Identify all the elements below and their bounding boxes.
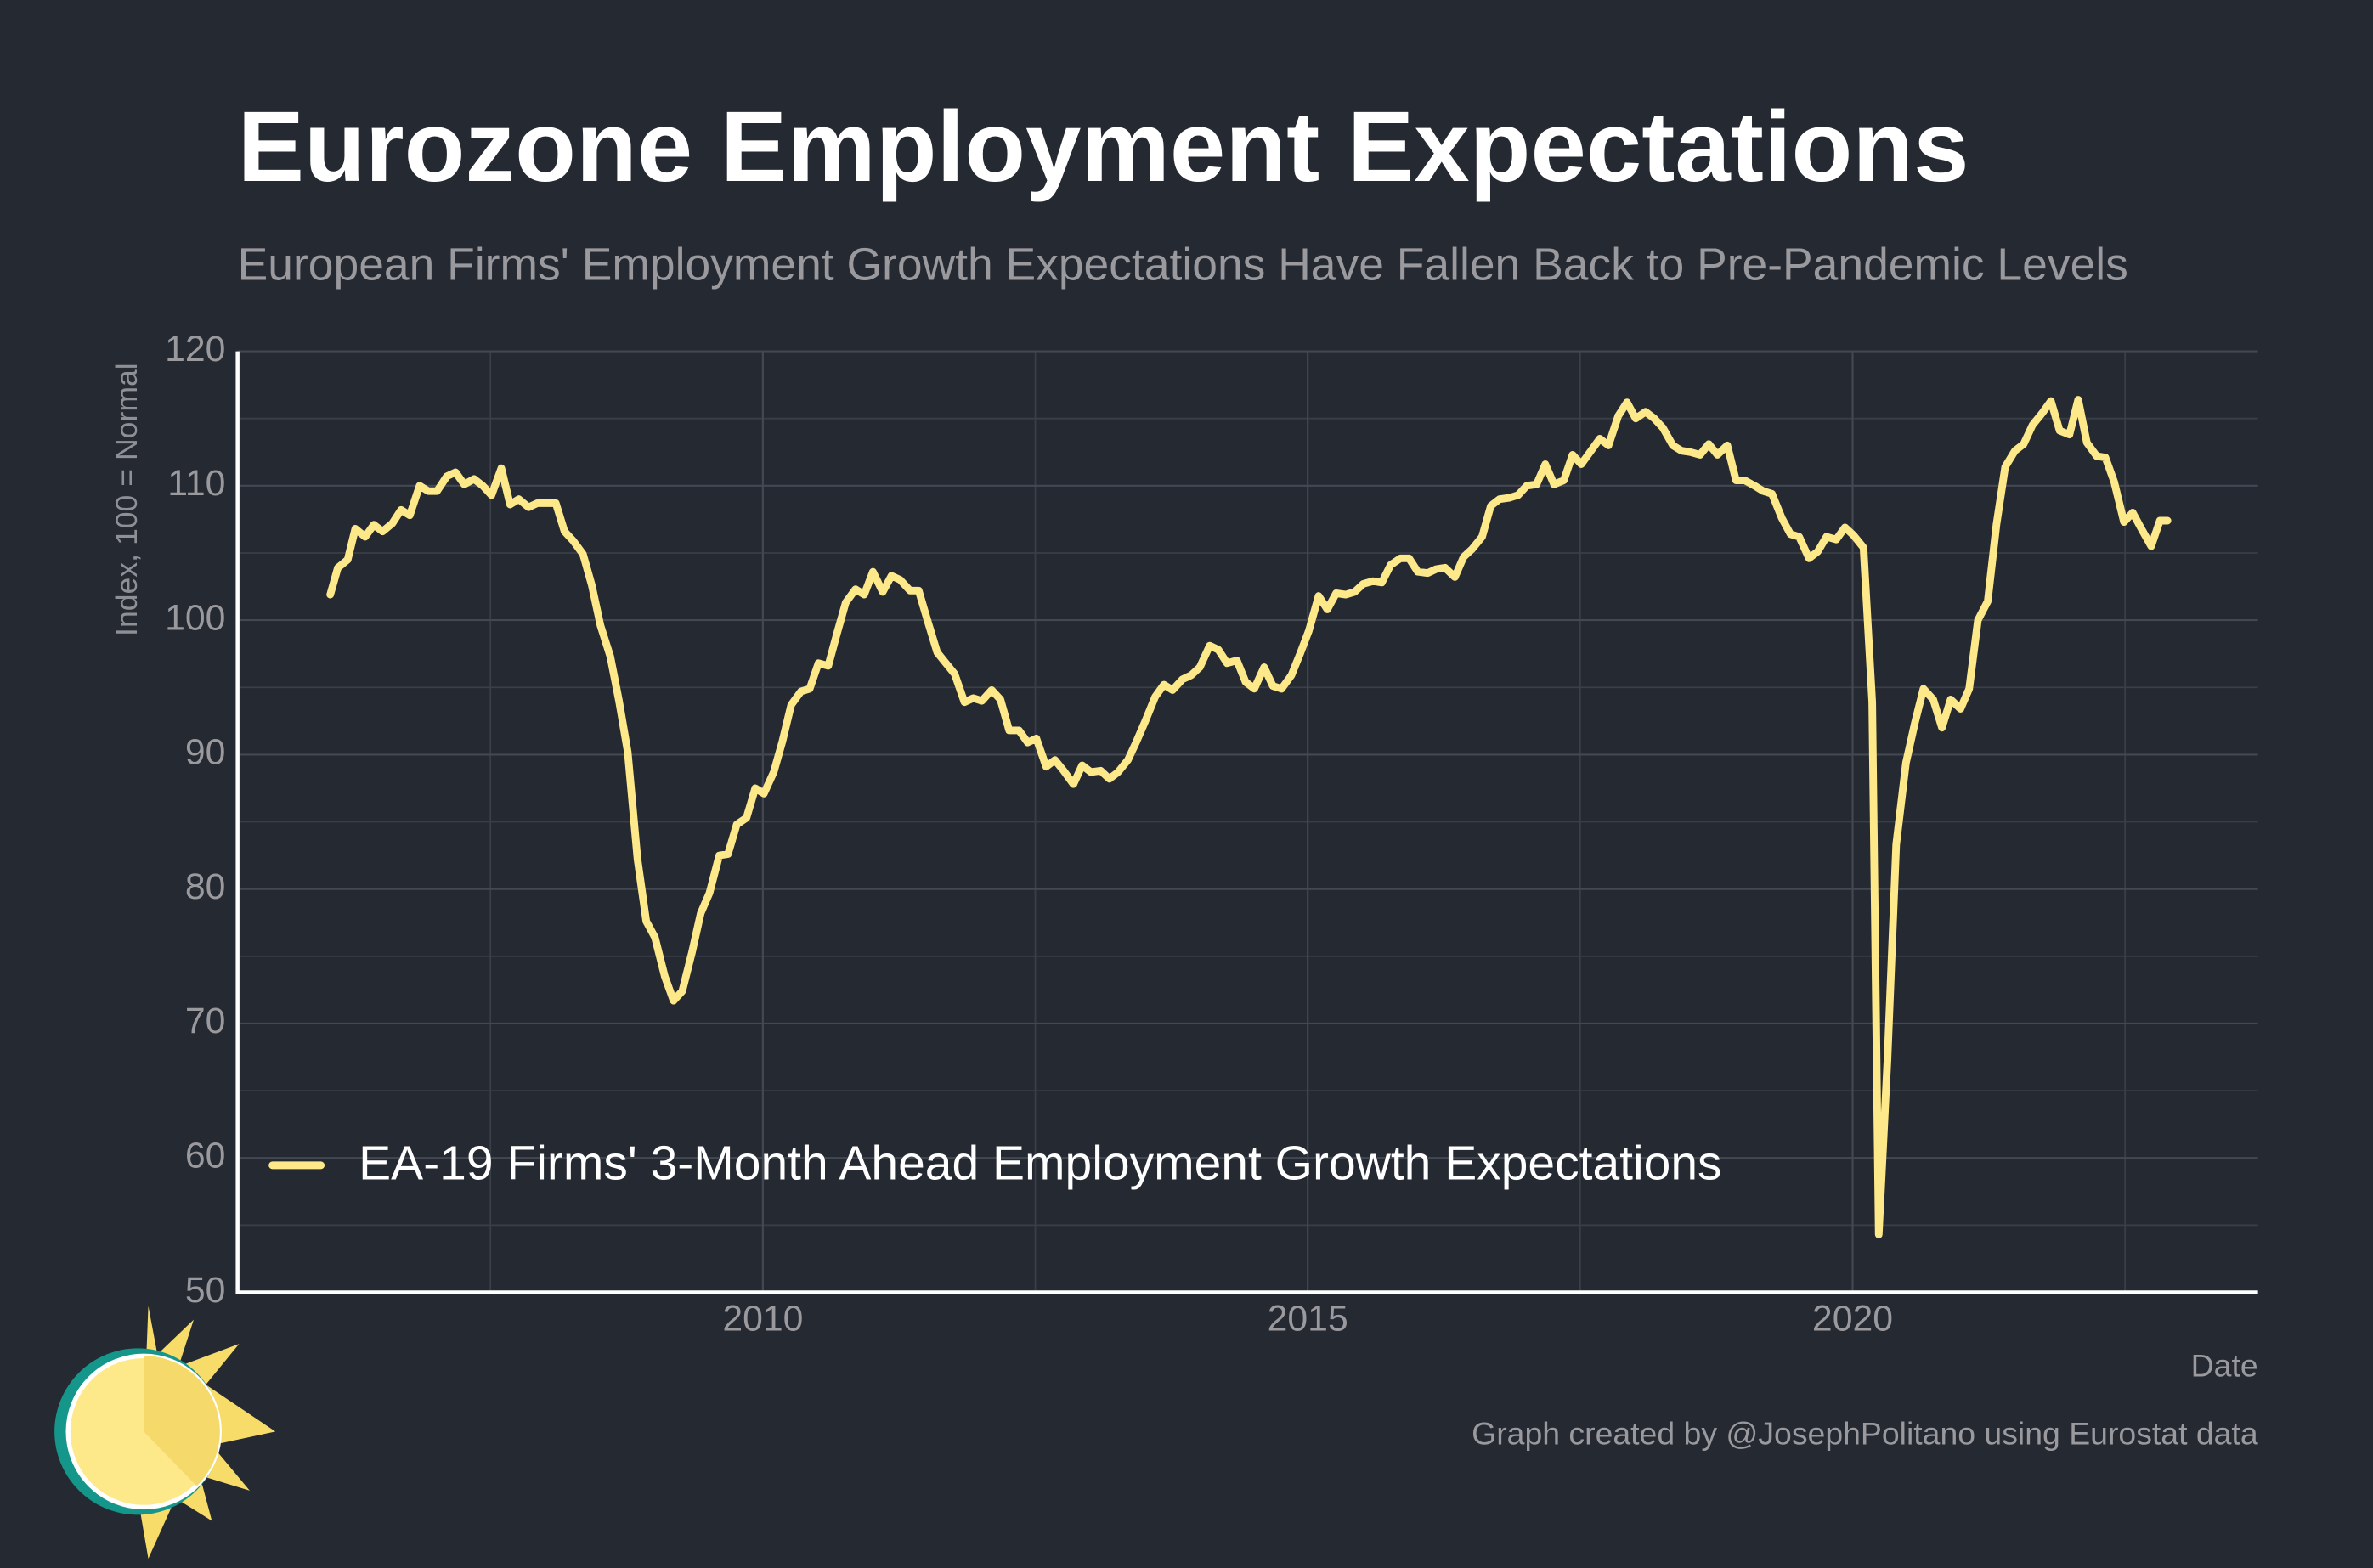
- y-tick-label: 50: [185, 1270, 226, 1311]
- y-tick-label: 80: [185, 866, 226, 907]
- y-tick-label: 70: [185, 1001, 226, 1041]
- x-tick-label: 2015: [1268, 1299, 1348, 1340]
- y-tick-label: 90: [185, 732, 226, 773]
- x-axis-label: Date: [2191, 1347, 2258, 1383]
- logo-wedge: [144, 1356, 220, 1486]
- series-line: [326, 396, 2172, 1238]
- y-tick-label: 120: [165, 329, 225, 369]
- legend-label: EA-19 Firms' 3-Month Ahead Employment Gr…: [359, 1137, 1721, 1191]
- logo: [54, 1306, 276, 1559]
- caption: Graph created by @JosephPolitano using E…: [1472, 1416, 2258, 1452]
- plot-area: 50 60 70 80 90 100 110 120 2010 2015 2020 EA-19 Fir…: [165, 329, 2258, 1340]
- y-tick-label: 110: [167, 463, 225, 504]
- x-tick-label: 2010: [722, 1299, 803, 1340]
- x-tick-label: 2020: [1812, 1299, 1893, 1340]
- chart-subtitle: European Firms' Employment Growth Expect…: [238, 240, 2128, 290]
- y-tick-label: 100: [165, 597, 225, 638]
- y-tick-label: 60: [185, 1136, 226, 1176]
- chart-title: Eurozone Employment Expectations: [238, 91, 1969, 202]
- y-axis-label: Index, 100 = Normal: [110, 363, 144, 636]
